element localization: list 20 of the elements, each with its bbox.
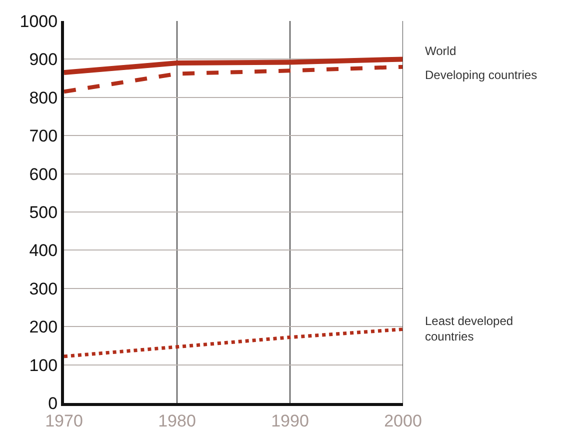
x-tick-label: 1980 [158, 411, 196, 430]
x-tick-label: 1990 [271, 411, 309, 430]
series-label: World [425, 44, 456, 58]
x-tick-label: 1970 [45, 411, 83, 430]
y-tick-label: 600 [29, 164, 58, 184]
series-label: Least developed countries [425, 314, 514, 344]
y-tick-label: 500 [29, 202, 58, 222]
y-tick-label: 100 [29, 356, 58, 375]
y-tick-label: 400 [29, 241, 58, 260]
series-label: Developing countries [425, 68, 538, 82]
line-series [64, 328, 403, 358]
y-tick-label: 700 [29, 126, 58, 146]
y-tick-label: 300 [29, 279, 58, 298]
x-tick-label: 2000 [384, 411, 422, 430]
y-tick-label: 0 [48, 394, 58, 413]
y-tick-label: 1000 [20, 12, 58, 31]
y-tick-label: 800 [29, 88, 58, 108]
line-series [64, 64, 403, 94]
y-tick-label: 900 [29, 50, 58, 70]
y-tick-label: 200 [29, 318, 58, 337]
